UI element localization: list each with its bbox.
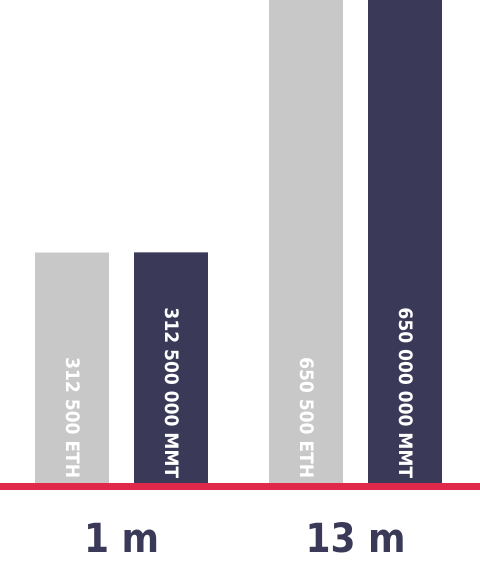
category-label: 13 m (305, 516, 405, 562)
bar-labels-group: 312 500 ETH 650 500 ETH 312 500 000 MMT 650… (61, 307, 416, 478)
bar-value-label: 312 500 ETH (61, 357, 83, 478)
bar-value-label: 650 500 ETH (295, 357, 317, 478)
baseline (0, 483, 480, 490)
category-labels-group: 1 m 13 m (84, 516, 406, 562)
bar-value-label: 312 500 000 MMT (160, 307, 182, 478)
bars-group (35, 0, 442, 486)
category-label: 1 m (84, 516, 159, 562)
bar-value-label: 650 000 000 MMT (394, 307, 416, 478)
